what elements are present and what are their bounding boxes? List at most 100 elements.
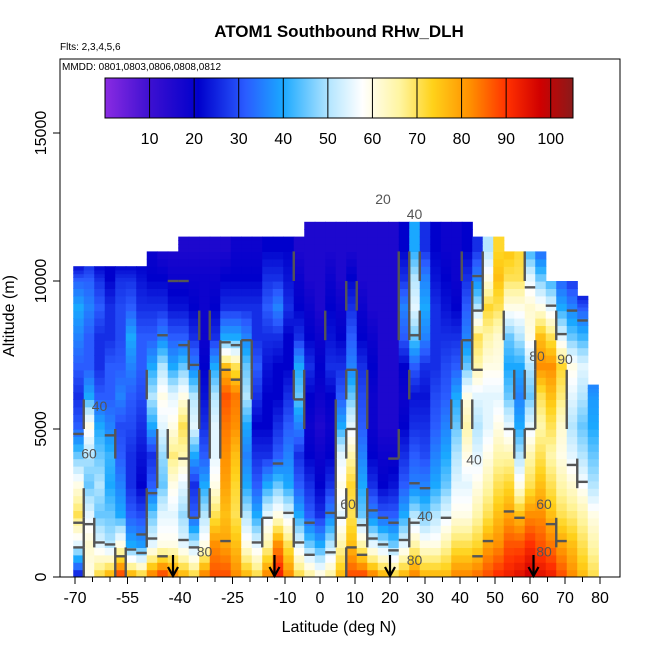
heatmap-cell [209,295,221,304]
heatmap-cell [514,273,526,282]
heatmap-cell [178,347,190,356]
heatmap-cell [167,258,179,267]
heatmap-cell [430,414,442,423]
heatmap-cell [115,569,127,577]
heatmap-cell [157,399,169,408]
heatmap-cell [178,480,190,489]
heatmap-cell [514,510,526,519]
heatmap-cell [388,458,400,467]
heatmap-cell [104,310,116,319]
heatmap-cell [440,295,452,304]
heatmap-cell [493,406,505,415]
heatmap-cell [157,377,169,386]
heatmap-cell [325,244,337,252]
heatmap-cell [524,362,536,371]
heatmap-cell [293,325,305,334]
heatmap-cell [167,384,179,393]
heatmap-cell [440,429,452,437]
heatmap-cell [220,532,232,541]
heatmap-cell [230,310,242,319]
heatmap-cell [220,244,232,249]
heatmap-cell [482,295,494,304]
plot-frame [59,58,621,578]
heatmap-cell [430,421,442,430]
heatmap-cell [251,325,263,334]
heatmap-cell [251,384,263,393]
heatmap-cell [293,488,305,497]
heatmap-cell [230,377,242,386]
heatmap-cell [262,540,274,548]
heatmap-cell [272,318,284,326]
heatmap-cell [524,547,536,556]
heatmap-cell [325,251,337,260]
heatmap-cell [472,503,484,511]
heatmap-cell [157,318,169,326]
heatmap-cell [430,554,442,563]
heatmap-cell [514,458,526,467]
heatmap-cell [482,429,494,437]
heatmap-cell [220,488,232,497]
heatmap-cell [472,510,484,519]
heatmap-cell [409,554,421,563]
heatmap-cell [577,384,589,393]
heatmap-cell [230,384,242,393]
heatmap-cell [356,399,368,408]
heatmap-cell [398,473,410,482]
heatmap-cell [451,547,463,556]
heatmap-cell [535,554,547,563]
heatmap-cell [146,569,158,577]
heatmap-cell [178,569,190,577]
heatmap-cell [430,236,442,245]
heatmap-cell [335,517,347,526]
heatmap-cell [241,540,253,548]
heatmap-cell [398,414,410,423]
heatmap-cell [409,332,421,341]
heatmap-cell [272,399,284,408]
heatmap-cell [83,510,95,519]
heatmap-cell [398,399,410,408]
heatmap-cell [514,318,526,326]
heatmap-cell [440,369,452,378]
heatmap-cell [545,392,557,400]
heatmap-cell [461,517,473,526]
heatmap-cell [272,377,284,386]
heatmap-cell [73,318,85,326]
heatmap-cell [83,451,95,460]
heatmap-cell [514,384,526,393]
heatmap-cell [451,510,463,519]
heatmap-cell [398,310,410,319]
heatmap-cell [157,251,169,260]
heatmap-cell [167,266,179,275]
heatmap-cell [461,547,473,556]
heatmap-cell [178,488,190,497]
heatmap-cell [251,569,263,577]
heatmap-cell [566,466,578,474]
contour-label: 80 [529,348,545,364]
heatmap-cell [535,258,547,267]
heatmap-cell [346,362,358,371]
heatmap-cell [367,281,379,289]
heatmap-cell [461,310,473,319]
heatmap-cell [283,310,295,319]
heatmap-cell [209,429,221,437]
heatmap-cell [220,310,232,319]
heatmap-cell [503,251,515,260]
heatmap-cell [136,525,148,534]
heatmap-cell [430,525,442,534]
heatmap-cell [461,303,473,312]
heatmap-cell [104,429,116,437]
heatmap-cell [398,369,410,378]
heatmap-cell [146,377,158,386]
heatmap-cell [272,503,284,511]
heatmap-cell [535,451,547,460]
heatmap-cell [503,414,515,423]
heatmap-cell [283,473,295,482]
heatmap-cell [367,451,379,460]
heatmap-cell [293,436,305,445]
heatmap-cell [199,258,211,267]
heatmap-cell [262,436,274,445]
heatmap-cell [251,244,263,249]
heatmap-cell [451,332,463,341]
heatmap-cell [556,547,568,556]
